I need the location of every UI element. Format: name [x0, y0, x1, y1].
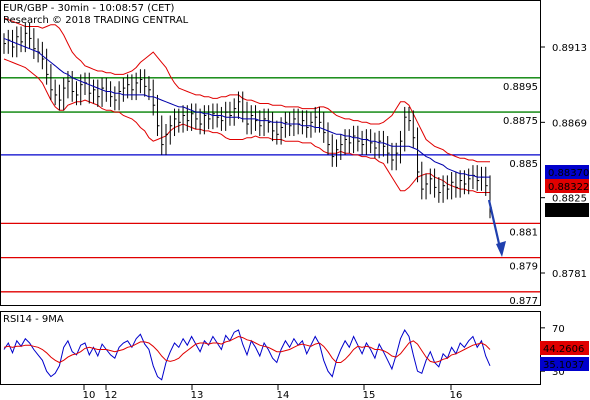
price-tags: 0.88370 0.88322 0.8819 [545, 165, 589, 217]
price-panel [0, 0, 541, 306]
rsi-tick-label-1: 30 [552, 367, 565, 378]
time-axis: 10 12 13 14 15 16 [83, 384, 463, 400]
rsi-tick-label-0: 70 [552, 324, 565, 335]
rsi-tag-1 [540, 357, 589, 371]
chart-header-line2: Research © 2018 TRADING CENTRAL [3, 15, 189, 26]
time-tick-label-5: 16 [450, 390, 463, 400]
forecast-arrow-head [496, 241, 506, 257]
time-tick-label-3: 14 [277, 390, 290, 400]
rsi-tag-label-1: 35.1037 [543, 360, 584, 371]
price-tag-1 [545, 179, 589, 193]
price-tick-label-3: 0.8781 [552, 269, 587, 280]
bollinger-bands [3, 17, 490, 193]
forecast-arrow [487, 199, 506, 257]
price-tick-label-2: 0.8825 [552, 194, 587, 205]
price-axis: 0.8913 0.8869 0.8825 0.8781 [540, 43, 587, 280]
rsi-ma-line [3, 335, 491, 364]
support-resistance-levels: 0.8895 0.8875 0.885 0.881 0.879 0.877 [1, 77, 540, 307]
price-tick-label-1: 0.8869 [552, 118, 587, 129]
band-upper [3, 17, 490, 163]
time-tick-label-4: 15 [363, 390, 376, 400]
band-lower [3, 58, 490, 193]
time-tick-label-2: 13 [191, 390, 204, 400]
rsi-tag-0 [540, 341, 589, 355]
price-tag-label-2: 0.8819 [548, 206, 583, 217]
rsi-tag-label-0: 44.2606 [543, 344, 584, 355]
rsi-lines [3, 328, 491, 381]
level-label-1: 0.8875 [503, 116, 538, 127]
moving-average [3, 37, 490, 178]
price-bars [3, 23, 492, 219]
level-label-3: 0.881 [509, 227, 538, 238]
price-tag-0 [545, 165, 589, 179]
level-label-4: 0.879 [509, 262, 538, 273]
level-label-0: 0.8895 [503, 82, 538, 93]
level-label-2: 0.885 [509, 159, 538, 170]
rsi-axis: 70 30 [540, 324, 565, 378]
time-tick-label-0: 10 [83, 390, 96, 400]
rsi-tags: 44.2606 35.1037 [540, 341, 589, 371]
time-tick-label-1: 12 [105, 390, 118, 400]
price-tag-label-1: 0.88322 [548, 182, 589, 193]
rsi-line [3, 328, 491, 381]
forecast-arrow-shaft [487, 199, 502, 249]
rsi-label: RSI14 - 9MA [3, 314, 64, 325]
price-tick-label-0: 0.8913 [552, 43, 587, 54]
level-label-5: 0.877 [509, 296, 538, 307]
chart-header-line1: EUR/GBP - 30min - 10:08:57 (CET) [3, 3, 175, 14]
price-tag-label-0: 0.88370 [548, 168, 589, 179]
ma-line [3, 37, 490, 178]
price-tag-2 [545, 203, 589, 217]
